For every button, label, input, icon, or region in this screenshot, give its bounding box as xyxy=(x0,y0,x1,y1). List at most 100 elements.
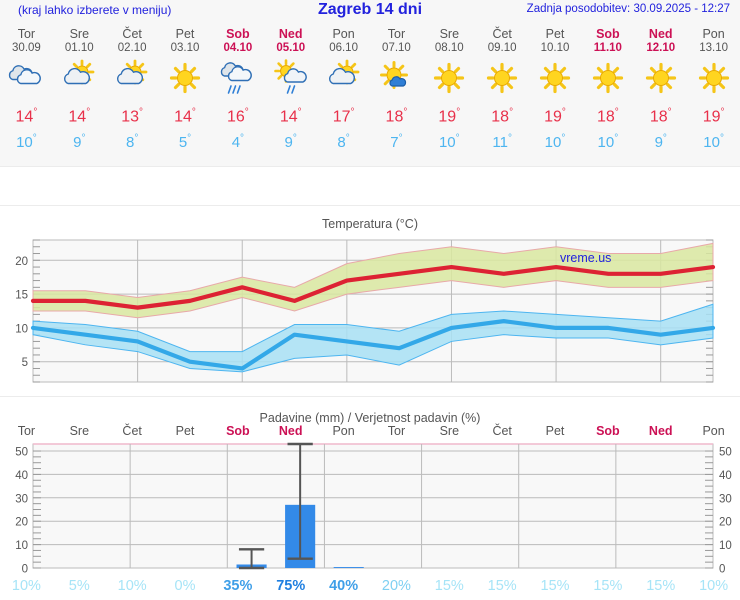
min-temperature-value: 10 xyxy=(16,134,33,152)
day-column-01-10[interactable]: Sre 01.10 14° 9° xyxy=(53,22,106,166)
day-column-30-09[interactable]: Tor 30.09 14° 10° xyxy=(0,22,53,166)
max-temperature: 19° xyxy=(438,104,460,126)
degree-symbol: ° xyxy=(667,107,672,118)
max-temperature-value: 18 xyxy=(649,108,668,126)
precip-day-label: Ned xyxy=(648,424,673,438)
precip-probability: 15% xyxy=(434,578,464,594)
svg-text:50: 50 xyxy=(719,447,732,459)
precipitation-probability-row: 10% 5% 10% 0% 35% 75% 40% 20% 15% 15% 15% 15% 15% 10% xyxy=(0,578,740,594)
max-temperature-value: 14 xyxy=(15,108,34,126)
precip-day-label: Pet xyxy=(175,424,195,438)
min-temperature-value: 8 xyxy=(337,134,346,152)
day-date: 06.10 xyxy=(329,42,358,54)
min-temperature: 9° xyxy=(655,130,667,151)
max-temperature-value: 17 xyxy=(332,108,351,126)
min-temperature: 4° xyxy=(232,130,244,151)
day-column-08-10[interactable]: Sre 08.10 19° 10° xyxy=(423,22,476,166)
cloudy-icon xyxy=(4,59,48,99)
max-temperature-value: 13 xyxy=(121,108,140,126)
min-temperature: 10° xyxy=(16,130,37,151)
svg-text:20: 20 xyxy=(15,517,28,529)
min-temperature-value: 9 xyxy=(284,134,293,152)
precip-day-label: Sre xyxy=(69,424,90,438)
max-temperature-value: 14 xyxy=(174,108,192,126)
min-temperature: 11° xyxy=(492,130,512,151)
degree-symbol: ° xyxy=(187,133,192,145)
max-temperature: 18° xyxy=(597,104,619,126)
day-name: Ned xyxy=(278,27,303,41)
max-temperature: 14° xyxy=(16,104,38,126)
day-name: Tor xyxy=(387,27,406,41)
precip-probability: 10% xyxy=(11,578,41,594)
day-name: Ned xyxy=(648,27,673,41)
degree-symbol: ° xyxy=(614,107,619,118)
degree-symbol: ° xyxy=(561,107,566,118)
min-temperature: 9° xyxy=(73,130,85,151)
day-column-04-10[interactable]: Sob 04.10 16° 4° xyxy=(211,22,264,166)
day-column-12-10[interactable]: Ned 12.10 18° 9° xyxy=(634,22,687,166)
precip-day-label: Sob xyxy=(226,424,250,438)
day-name: Pet xyxy=(545,27,565,41)
divider-under-days xyxy=(0,166,740,167)
day-date: 12.10 xyxy=(646,42,676,54)
day-column-07-10[interactable]: Tor 07.10 18° 7° xyxy=(370,22,423,166)
degree-symbol: ° xyxy=(81,133,86,145)
svg-text:50: 50 xyxy=(15,447,28,459)
day-date: 08.10 xyxy=(434,42,464,54)
precip-probability: 15% xyxy=(646,578,676,594)
day-name: Pon xyxy=(332,27,355,41)
max-temperature: 19° xyxy=(703,104,725,126)
day-date: 03.10 xyxy=(170,42,200,54)
day-column-06-10[interactable]: Pon 06.10 17° 8° xyxy=(317,22,370,166)
precip-day-label: Čet xyxy=(122,424,142,438)
max-temperature: 19° xyxy=(544,104,566,126)
partly-cloudy-icon xyxy=(57,59,101,99)
svg-text:10: 10 xyxy=(719,540,732,552)
svg-text:0: 0 xyxy=(719,564,725,576)
precip-probability: 20% xyxy=(381,578,411,594)
day-column-13-10[interactable]: Pon 13.10 19° 10° xyxy=(687,22,740,166)
temperature-chart-section: Temperatura (°C) 5 10 15 20 vreme.us xyxy=(0,206,740,396)
sun-small-cloud-icon xyxy=(374,59,418,99)
partly-cloudy-icon xyxy=(110,59,154,99)
day-date: 13.10 xyxy=(699,42,728,54)
precip-day-label: Ned xyxy=(278,424,303,438)
rain-icon xyxy=(216,59,260,99)
svg-text:10: 10 xyxy=(15,540,28,552)
degree-symbol: ° xyxy=(292,133,297,145)
sun-rain-icon xyxy=(269,59,313,99)
day-column-05-10[interactable]: Ned 05.10 14° 9° xyxy=(264,22,317,166)
min-temperature: 10° xyxy=(703,130,724,151)
svg-text:5: 5 xyxy=(22,357,28,369)
svg-text:20: 20 xyxy=(15,256,28,268)
degree-symbol: ° xyxy=(33,107,38,118)
degree-symbol: ° xyxy=(509,107,514,118)
max-temperature: 16° xyxy=(227,104,249,126)
day-name: Čet xyxy=(122,27,142,41)
degree-symbol: ° xyxy=(345,133,350,145)
day-column-02-10[interactable]: Čet 02.10 13° 8° xyxy=(106,22,159,166)
svg-text:40: 40 xyxy=(15,470,28,482)
precip-day-label: Tor xyxy=(17,424,36,438)
day-name: Čet xyxy=(492,27,512,41)
day-column-09-10[interactable]: Čet 09.10 18° 11° xyxy=(476,22,529,166)
day-column-10-10[interactable]: Pet 10.10 19° 10° xyxy=(529,22,582,166)
svg-text:20: 20 xyxy=(719,517,732,529)
day-date: 01.10 xyxy=(64,42,94,54)
degree-symbol: ° xyxy=(662,133,667,145)
watermark-text: vreme.us xyxy=(560,251,611,265)
divider-above-precip-chart xyxy=(0,396,740,397)
max-temperature-value: 19 xyxy=(544,108,562,126)
degree-symbol: ° xyxy=(297,107,302,118)
last-update-text: Zadnja posodobitev: 30.09.2025 - 12:27 xyxy=(526,3,730,15)
day-column-03-10[interactable]: Pet 03.10 14° 5° xyxy=(159,22,212,166)
min-temperature-value: 5 xyxy=(178,134,188,152)
max-temperature: 18° xyxy=(491,104,513,126)
max-temperature-value: 14 xyxy=(68,108,87,126)
precip-probability: 15% xyxy=(593,578,623,594)
min-temperature-value: 9 xyxy=(654,134,663,152)
min-temperature: 10° xyxy=(598,130,619,151)
day-column-11-10[interactable]: Sob 11.10 18° 10° xyxy=(581,22,634,166)
precip-probability: 35% xyxy=(223,578,253,594)
